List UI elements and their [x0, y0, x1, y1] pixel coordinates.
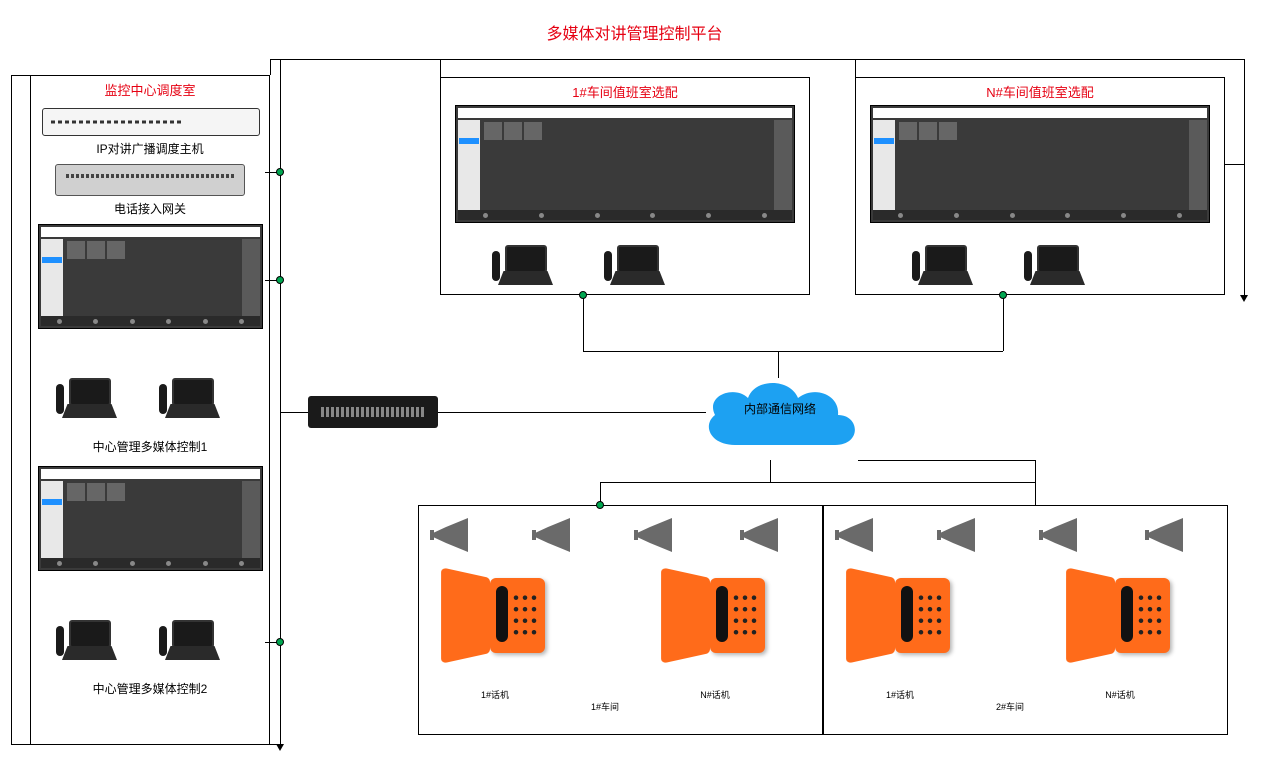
workshop-n-heading: N#车间值班室选配 [855, 82, 1225, 101]
video-phone-icon [62, 620, 117, 660]
connector-line [770, 460, 771, 482]
center2-label: 中心管理多媒体控制2 [40, 680, 260, 697]
connector-line [855, 59, 856, 77]
video-phone-icon [1030, 245, 1085, 285]
connector-line [270, 59, 1244, 60]
horn-speaker-icon [1143, 515, 1188, 555]
connector-line [583, 295, 584, 351]
workshop-1-console [455, 105, 795, 223]
connector-line [11, 744, 281, 745]
video-phone-icon [62, 378, 117, 418]
horn-speaker-icon [833, 515, 878, 555]
phone-2-1-label: 1#话机 [865, 688, 935, 701]
connector-line [11, 75, 30, 76]
phone-gateway-label: 电话接入网关 [40, 200, 260, 217]
node-icon [276, 168, 284, 176]
phone-2-n-label: N#话机 [1085, 688, 1155, 701]
horn-speaker-icon [935, 515, 980, 555]
connector-line [438, 412, 706, 413]
workshop-1-heading: 1#车间值班室选配 [440, 82, 810, 101]
connector-line [600, 482, 1035, 483]
emergency-phone-icon [1115, 578, 1170, 653]
emergency-phone-icon [710, 578, 765, 653]
node-icon [579, 291, 587, 299]
horn-speaker-icon [428, 515, 473, 555]
video-phone-icon [610, 245, 665, 285]
video-phone-icon [165, 620, 220, 660]
connector-line [11, 75, 12, 745]
video-phone-icon [165, 378, 220, 418]
center1-label: 中心管理多媒体控制1 [40, 438, 260, 455]
ip-server-icon [42, 108, 260, 136]
phone-1-label: 1#话机 [460, 688, 530, 701]
horn-speaker-icon [632, 515, 677, 555]
emergency-phone-icon [895, 578, 950, 653]
room-2-label: 2#车间 [975, 700, 1045, 713]
left-panel-heading: 监控中心调度室 [30, 80, 270, 99]
center-console-1 [38, 224, 263, 329]
horn-speaker-icon [1037, 515, 1082, 555]
horn-speaker-icon [738, 515, 783, 555]
workshop-n-console [870, 105, 1210, 223]
cloud-label: 内部通信网络 [740, 400, 820, 417]
arrow-icon [1240, 295, 1248, 302]
connector-line [1003, 295, 1004, 351]
node-icon [276, 276, 284, 284]
phone-n-label: N#话机 [680, 688, 750, 701]
connector-line [583, 351, 1003, 352]
node-icon [596, 501, 604, 509]
connector-line [858, 460, 1036, 461]
connector-line [1035, 460, 1036, 505]
connector-line [440, 59, 441, 77]
video-phone-icon [918, 245, 973, 285]
cloud-icon [690, 370, 870, 470]
connector-line [1244, 59, 1245, 295]
video-phone-icon [498, 245, 553, 285]
horn-speaker-icon [530, 515, 575, 555]
connector-line [1225, 164, 1244, 165]
ip-server-label: IP对讲广播调度主机 [40, 140, 260, 157]
connector-line [280, 412, 308, 413]
center-console-2 [38, 466, 263, 571]
connector-line [270, 59, 271, 75]
main-title: 多媒体对讲管理控制平台 [0, 20, 1269, 44]
connector-line [778, 351, 779, 378]
network-switch-icon [308, 396, 438, 428]
phone-gateway-icon [55, 164, 245, 196]
node-icon [276, 638, 284, 646]
room-1-label: 1#车间 [570, 700, 640, 713]
emergency-phone-icon [490, 578, 545, 653]
arrow-icon [276, 744, 284, 751]
node-icon [999, 291, 1007, 299]
